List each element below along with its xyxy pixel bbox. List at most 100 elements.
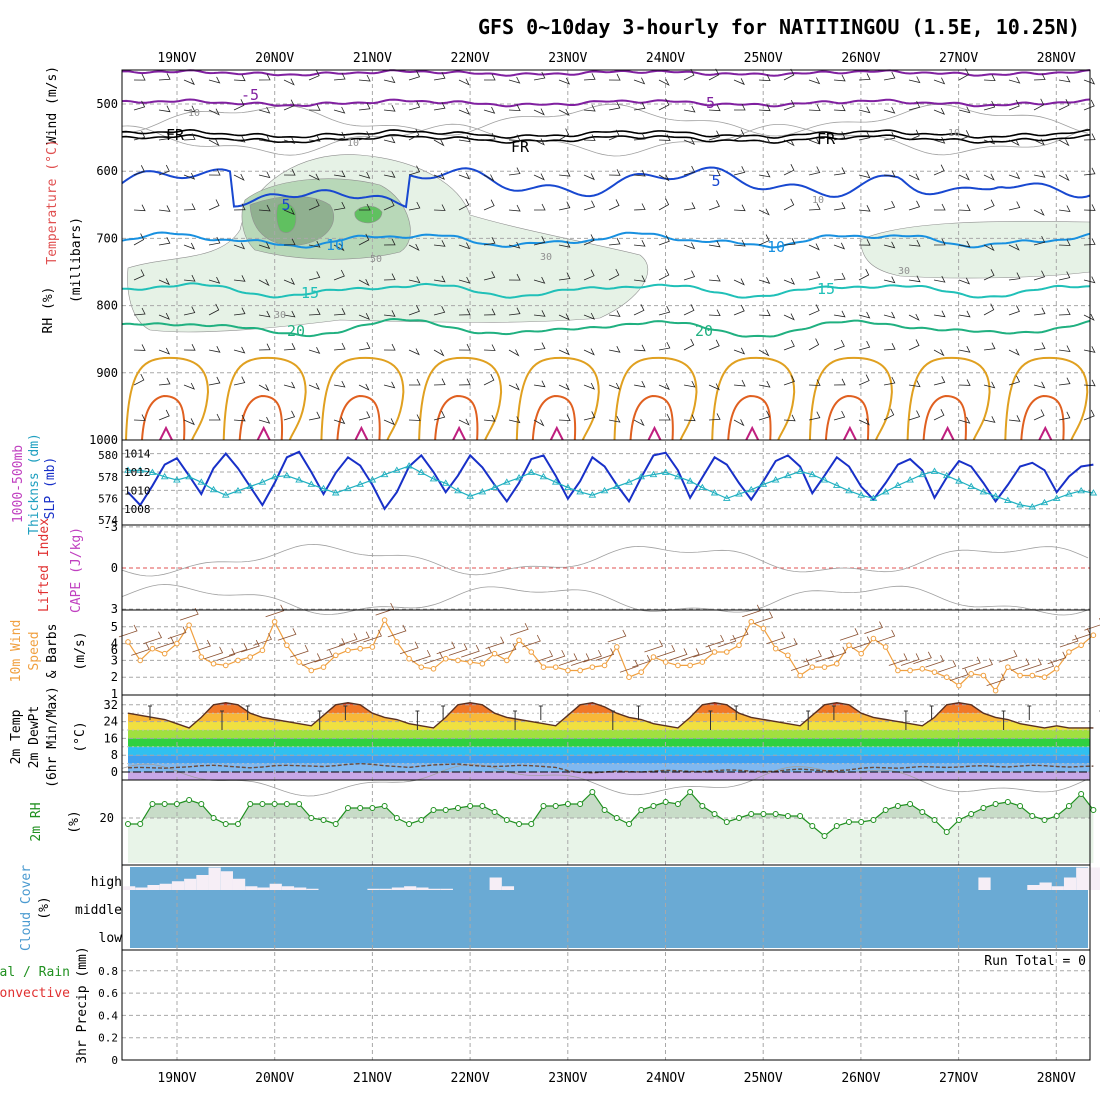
rh2m-point [943,829,950,835]
wind-barb [683,165,696,176]
wind-barb [833,74,846,82]
isotherm-label: 10 [326,236,344,254]
wind-barb [658,78,670,86]
wind-barb [708,309,721,317]
wind-barb [933,409,945,421]
rh-contour [121,763,1089,797]
thickness-point [674,472,682,480]
rh-contour [121,123,1089,157]
label-2m-dewpt: 2m DewPt [27,706,42,769]
wind-barb [708,274,721,282]
thickness-point [735,490,743,497]
wind10-barb [925,654,945,668]
temp-band [128,730,1090,739]
high-cloud-gap [416,887,429,890]
minmax-bar [734,705,739,720]
rh2m-point [320,817,327,823]
wind-barb [458,378,471,386]
wind10-barb [742,604,761,618]
wind-barb [283,310,296,318]
isotherm-35 [1038,425,1053,441]
rh-contour-label: 10 [347,138,359,149]
wind-barb [258,135,271,143]
wind10-barb [583,649,602,663]
wind-barb [433,172,446,180]
rh2m-point [699,803,706,809]
isotherm-30 [1020,394,1065,441]
rh-contour-label: 30 [274,310,286,321]
wind-barb [583,382,596,390]
wind10-point [956,682,962,689]
wind-barb [208,199,220,211]
wind-barb [383,381,396,389]
wind-barb [483,308,496,316]
wind-barb [858,131,871,141]
wind10-barb [558,653,578,666]
wind-barb [383,76,396,84]
date-label-bottom: 19NOV [157,1071,196,1086]
thickness-point [808,470,817,478]
rh2m-point [381,803,388,809]
wind10-point [797,672,803,679]
panel-frame [121,609,1091,696]
isotherm-35 [354,425,369,441]
wind10-point [760,625,767,632]
wind10-barb [827,646,847,660]
slp-tick: 1014 [124,448,151,461]
dewpoint-line [127,762,1094,774]
slp-tick: 1012 [124,466,151,479]
wind-barb [933,275,946,283]
wind-barb [958,310,971,318]
date-label-bottom: 21NOV [353,1071,392,1086]
label-temp-unit: (°C) [73,721,88,752]
wind-barb [933,310,946,318]
rh2m-point [992,801,999,807]
wind-barb [433,275,446,283]
label-thickness-unit: Thicknss (dm) [27,433,42,535]
wind-barb [408,243,420,252]
wind-barb [808,104,821,112]
wind-barb [858,374,870,386]
wind-barb [508,416,521,424]
thickness-point [527,468,536,475]
wind-speed-tick: 3 [111,653,118,667]
wind-barb [183,133,196,141]
precip-tick: 0.2 [98,1032,118,1045]
marks-layer [118,68,1100,890]
temp-tick: 8 [111,748,118,762]
wind-barb [383,136,396,144]
wind10-barb [876,629,896,643]
wind-barb [158,205,171,212]
wind-barb [1008,415,1021,422]
thickness-point [991,492,1000,499]
isotherm-label: FR [817,130,836,148]
wind-barb [208,168,221,176]
wind-barb [133,344,146,351]
wind-barb [708,383,720,391]
wind-barb [1033,208,1045,216]
panel-frame [121,949,1091,1061]
wind10-barb [900,653,920,666]
wind10-point [858,650,865,657]
wind-barb [1008,305,1020,316]
rh-contour-label: 10 [188,108,200,119]
date-label-bottom: 26NOV [841,1071,880,1086]
rh2m-point [577,801,584,807]
wind-barb [608,415,621,423]
thickness-tick: 578 [98,471,118,484]
wind-barb [633,380,646,388]
wind-barb [483,106,496,114]
wind-barb [433,349,445,357]
wind-barb [383,199,395,211]
temp-band [128,763,1090,772]
rh2m-point [173,801,180,807]
wind-barb [158,164,170,176]
date-label-bottom: 22NOV [451,1071,490,1086]
wind-barb [433,139,445,147]
wind-barb [433,410,446,421]
wind-barb [958,106,971,114]
rh2m-point [687,789,694,795]
rh-contour [121,103,1089,137]
wind-barb [783,375,795,386]
